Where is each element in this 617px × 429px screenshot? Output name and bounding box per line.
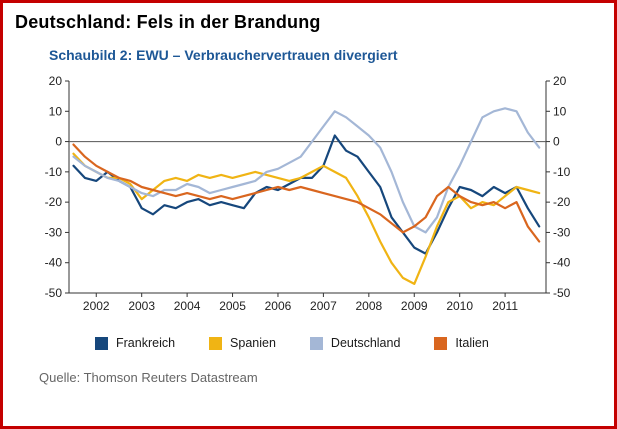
chart-panel: Schaubild 2: EWU – Verbrauchervertrauen … <box>3 35 614 350</box>
svg-text:2005: 2005 <box>219 299 246 313</box>
svg-text:0: 0 <box>55 135 62 149</box>
svg-text:10: 10 <box>49 104 63 118</box>
legend-swatch <box>434 336 448 350</box>
svg-text:2008: 2008 <box>355 299 382 313</box>
chart-title: Schaubild 2: EWU – Verbrauchervertrauen … <box>49 47 398 63</box>
line-chart-svg: 20 2010 100 0-10 -10-20 -20-30 -30-40 -40-50 -50… <box>45 74 571 313</box>
svg-text:20: 20 <box>553 74 567 88</box>
svg-text:2007: 2007 <box>310 299 337 313</box>
svg-text:2009: 2009 <box>401 299 428 313</box>
legend-label: Spanien <box>230 336 276 350</box>
svg-text:-50: -50 <box>553 286 571 300</box>
source-text: Quelle: Thomson Reuters Datastream <box>39 370 258 385</box>
svg-text:0: 0 <box>553 135 560 149</box>
svg-text:-20: -20 <box>553 195 571 209</box>
svg-text:2006: 2006 <box>265 299 292 313</box>
svg-text:2003: 2003 <box>128 299 155 313</box>
svg-text:2011: 2011 <box>492 299 518 313</box>
legend-swatch <box>209 336 223 350</box>
svg-text:10: 10 <box>553 104 567 118</box>
line-chart: 20 20 10 10 0 0 -10 -10 -20 -20 -30 -30 -40 -40 -50 -50… <box>29 71 604 324</box>
legend-item: Deutschland <box>309 336 401 350</box>
legend-label: Italien <box>455 336 489 350</box>
svg-text:2010: 2010 <box>446 299 473 313</box>
legend-swatch <box>309 336 323 350</box>
page-title: Deutschland: Fels in der Brandung <box>15 12 321 32</box>
svg-text:-40: -40 <box>553 256 571 270</box>
svg-text:-40: -40 <box>45 256 63 270</box>
svg-text:-20: -20 <box>45 195 63 209</box>
svg-text:-30: -30 <box>553 225 571 239</box>
legend-label: Frankreich <box>116 336 176 350</box>
legend-swatch <box>95 336 108 350</box>
svg-text:2004: 2004 <box>174 299 201 313</box>
svg-text:-10: -10 <box>553 165 571 179</box>
legend-item: Italien <box>434 336 489 350</box>
legend-item: Spanien <box>209 336 276 350</box>
svg-text:2002: 2002 <box>83 299 110 313</box>
legend: Frankreich Spanien Deutschland Italien <box>95 336 604 350</box>
legend-label: Deutschland <box>330 336 401 350</box>
svg-text:-10: -10 <box>45 165 63 179</box>
svg-text:-50: -50 <box>45 286 63 300</box>
legend-item: Frankreich <box>95 336 175 350</box>
svg-text:-30: -30 <box>45 225 63 239</box>
svg-text:20: 20 <box>49 74 63 88</box>
